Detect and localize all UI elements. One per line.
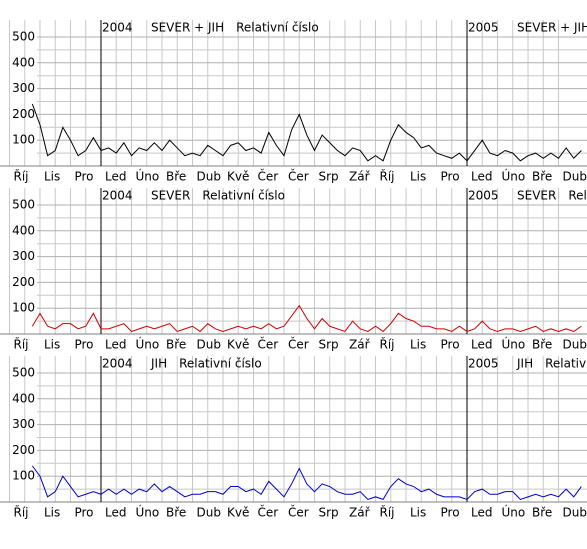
x-tick-label: Říj [380, 505, 395, 520]
x-tick-label: Čer [257, 505, 278, 520]
x-tick-label: Dub [563, 338, 587, 352]
x-tick-label: Lis [410, 170, 426, 184]
y-tick-label: 100 [12, 301, 35, 315]
x-tick-label: Lis [410, 338, 426, 352]
x-tick-label: Lis [44, 170, 60, 184]
y-tick-label: 300 [12, 81, 35, 95]
y-tick-label: 300 [12, 249, 35, 263]
x-tick-label: Dub [196, 170, 220, 184]
x-tick-label: Čer [257, 169, 278, 184]
panel: 100 200 300 400 500 Říj Lis Pro Led Úno Bře Dub Kvě Č… [0, 356, 587, 520]
x-tick-label: Kvě [227, 506, 249, 520]
y-tick-label: 400 [12, 391, 35, 405]
data-line [31, 304, 582, 333]
x-tick-label: Čer [288, 169, 309, 184]
y-tick-label: 200 [12, 443, 35, 457]
x-tick-label: Srp [319, 338, 339, 352]
region-label: SEVER + JIH [517, 21, 587, 35]
x-tick-label: Úno [502, 505, 526, 520]
year-label: 2004 [102, 21, 133, 35]
x-tick-label: Kvě [227, 338, 249, 352]
x-tick-label: Pro [441, 506, 460, 520]
chart-subtitle: Relativní číslo [179, 357, 262, 371]
x-tick-label: Zář [349, 506, 371, 520]
year-label: 2004 [102, 189, 133, 203]
x-tick-label: Bře [166, 170, 186, 184]
x-tick-label: Úno [502, 337, 526, 352]
x-tick-label: Led [105, 506, 126, 520]
x-tick-label: Bře [166, 506, 186, 520]
data-line [31, 465, 582, 501]
y-tick-label: 300 [12, 417, 35, 431]
x-tick-label: Srp [319, 170, 339, 184]
x-tick-label: Lis [410, 506, 426, 520]
y-tick-label: 200 [12, 107, 35, 121]
x-tick-label: Lis [44, 506, 60, 520]
x-tick-label: Říj [380, 169, 395, 184]
x-tick-label: Dub [563, 170, 587, 184]
data-line [31, 103, 582, 162]
x-tick-label: Bře [532, 506, 552, 520]
x-tick-label: Srp [319, 506, 339, 520]
x-tick-label: Led [105, 170, 126, 184]
x-tick-label: Pro [74, 506, 93, 520]
x-tick-label: Pro [441, 170, 460, 184]
x-tick-label: Kvě [227, 170, 249, 184]
x-tick-label: Čer [288, 337, 309, 352]
region-label: JIH [150, 357, 167, 371]
x-tick-label: Říj [13, 505, 28, 520]
x-tick-label: Dub [196, 506, 220, 520]
x-tick-label: Pro [74, 338, 93, 352]
panel: 100 200 300 400 500 Říj Lis Pro Led Úno Bře Dub Kvě Č… [0, 20, 587, 184]
panel: 100 200 300 400 500 Říj Lis Pro Led Úno Bře Dub Kvě Č… [0, 188, 587, 352]
y-tick-label: 100 [12, 469, 35, 483]
x-tick-label: Bře [532, 170, 552, 184]
y-tick-label: 500 [12, 198, 35, 212]
x-tick-label: Led [471, 506, 492, 520]
year-label: 2005 [468, 189, 499, 203]
x-tick-label: Dub [196, 338, 220, 352]
x-tick-label: Čer [288, 505, 309, 520]
region-label: JIH [516, 357, 533, 371]
x-tick-label: Led [105, 338, 126, 352]
region-label: SEVER [151, 189, 190, 203]
y-tick-label: 500 [12, 30, 35, 44]
region-label: SEVER + JIH [151, 21, 224, 35]
y-tick-label: 200 [12, 275, 35, 289]
year-label: 2005 [468, 357, 499, 371]
x-tick-label: Pro [74, 170, 93, 184]
x-tick-label: Pro [441, 338, 460, 352]
x-tick-label: Bře [166, 338, 186, 352]
x-tick-label: Led [471, 338, 492, 352]
x-tick-label: Čer [257, 337, 278, 352]
y-tick-label: 400 [12, 55, 35, 69]
x-tick-label: Úno [502, 169, 526, 184]
y-tick-label: 100 [12, 133, 35, 147]
x-tick-label: Lis [44, 338, 60, 352]
chart-subtitle: Relativní číslo [202, 189, 285, 203]
y-tick-label: 400 [12, 223, 35, 237]
x-tick-label: Zář [349, 338, 371, 352]
year-label: 2005 [468, 21, 499, 35]
x-tick-label: Úno [135, 505, 159, 520]
chart-subtitle: Relativní číslo [236, 21, 319, 35]
chart-subtitle: Relativní číslo [568, 189, 587, 203]
x-tick-label: Led [471, 170, 492, 184]
y-tick-label: 500 [12, 366, 35, 380]
x-tick-label: Úno [135, 337, 159, 352]
x-tick-label: Úno [135, 169, 159, 184]
x-tick-label: Říj [380, 337, 395, 352]
chart-subtitle: Relativní číslo [545, 357, 587, 371]
x-tick-label: Bře [532, 338, 552, 352]
x-tick-label: Zář [349, 170, 371, 184]
region-label: SEVER [517, 189, 556, 203]
x-tick-label: Říj [13, 169, 28, 184]
year-label: 2004 [102, 357, 133, 371]
x-tick-label: Dub [563, 506, 587, 520]
x-tick-label: Říj [13, 337, 28, 352]
